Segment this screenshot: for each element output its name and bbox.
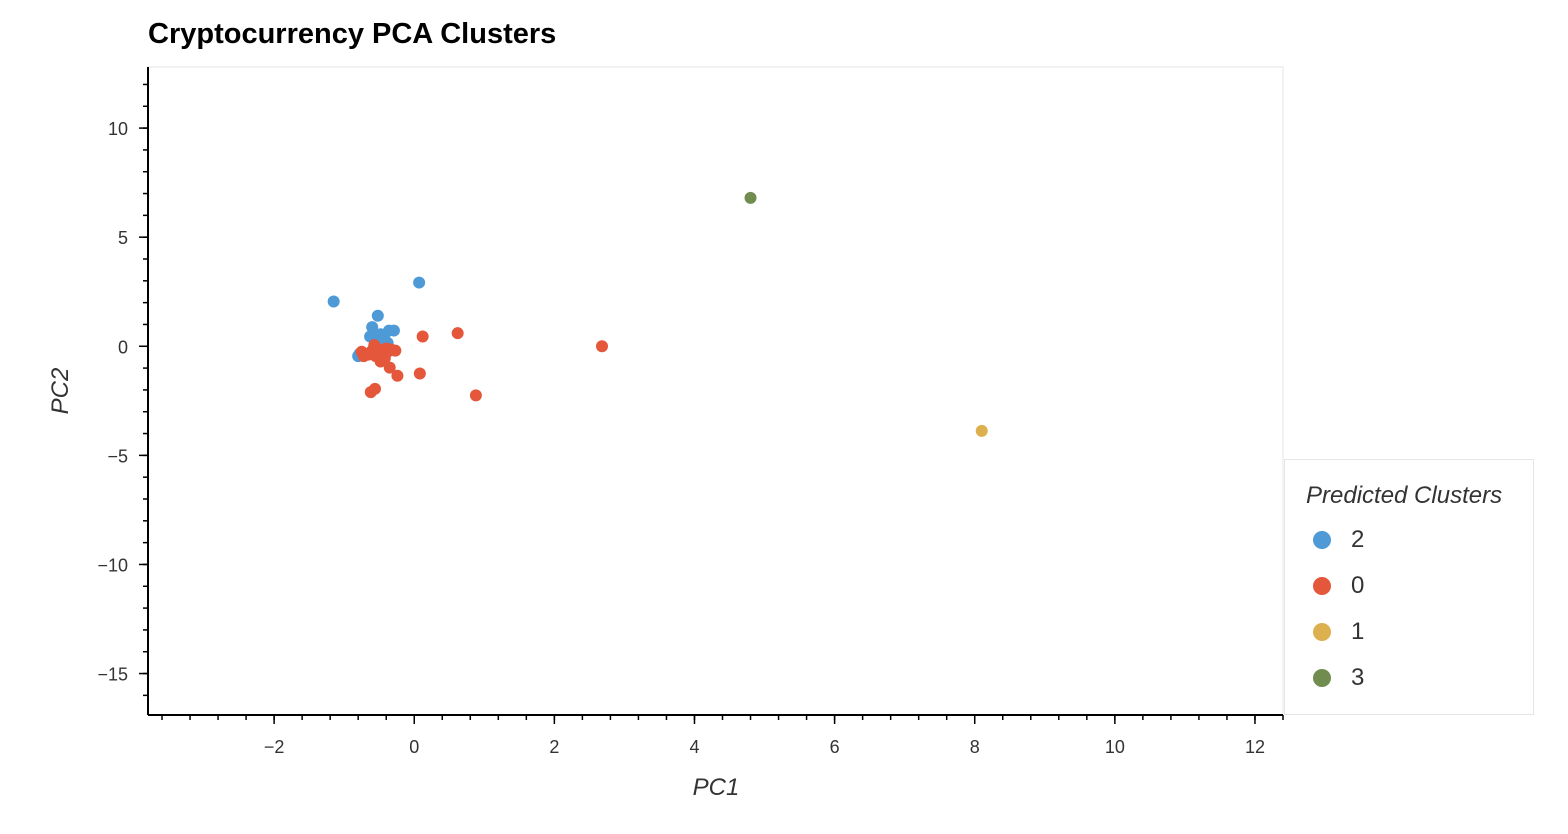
data-point-cluster-0 [416,330,429,343]
chart-title: Cryptocurrency PCA Clusters [148,18,557,50]
x-tick-label: 0 [409,737,419,757]
x-tick-label: 12 [1245,737,1265,757]
data-point-cluster-2 [413,276,426,289]
x-tick-label: 8 [970,737,980,757]
legend-item[interactable]: 3 [1313,663,1364,693]
data-point-cluster-0 [383,361,396,374]
x-axis: −2 0 2 4 6 8 10 12 [148,714,1284,757]
legend-label: 1 [1351,618,1365,645]
data-point-cluster-1 [975,424,988,437]
data-point-cluster-0 [413,367,426,380]
legend-item[interactable]: 1 [1313,617,1364,647]
data-point-cluster-0 [469,389,482,402]
x-tick-label: 6 [830,737,840,757]
x-tick-label: 2 [549,737,559,757]
y-axis: 10 5 0 −5 −10 −15 [97,67,149,715]
data-point-cluster-0 [391,369,404,382]
y-tick-label: −15 [97,665,128,685]
data-point-cluster-0 [389,344,402,357]
data-point-cluster-2 [327,295,340,308]
y-tick-label: 10 [108,119,128,139]
y-axis-label: PC2 [47,368,74,415]
data-point-cluster-2 [366,321,379,334]
legend: Predicted Clusters 2 0 1 3 [1284,459,1534,715]
legend-item[interactable]: 2 [1313,525,1364,555]
data-point-cluster-2 [371,309,384,322]
data-point-cluster-0 [596,340,608,353]
x-tick-label: 10 [1105,737,1125,757]
data-point-cluster-0 [451,327,464,340]
y-tick-label: −5 [107,446,128,466]
y-tick-label: 5 [118,228,128,248]
legend-label: 3 [1351,664,1365,691]
data-points [327,191,988,437]
legend-label: 0 [1351,572,1365,599]
legend-title: Predicted Clusters [1306,482,1503,509]
legend-label: 2 [1351,526,1365,553]
x-axis-label: PC1 [693,774,740,801]
y-tick-label: 0 [118,337,128,357]
legend-marker [1313,669,1331,687]
data-point-cluster-0 [369,382,381,395]
legend-marker [1313,623,1331,641]
legend-marker [1313,577,1331,595]
plot-frame [147,66,1284,716]
data-point-cluster-3 [744,191,757,204]
x-tick-label: −2 [264,737,285,757]
y-tick-label: −10 [97,555,128,575]
legend-item[interactable]: 0 [1313,571,1364,601]
legend-marker [1313,531,1331,549]
x-tick-label: 4 [689,737,699,757]
data-point-cluster-2 [387,324,400,337]
